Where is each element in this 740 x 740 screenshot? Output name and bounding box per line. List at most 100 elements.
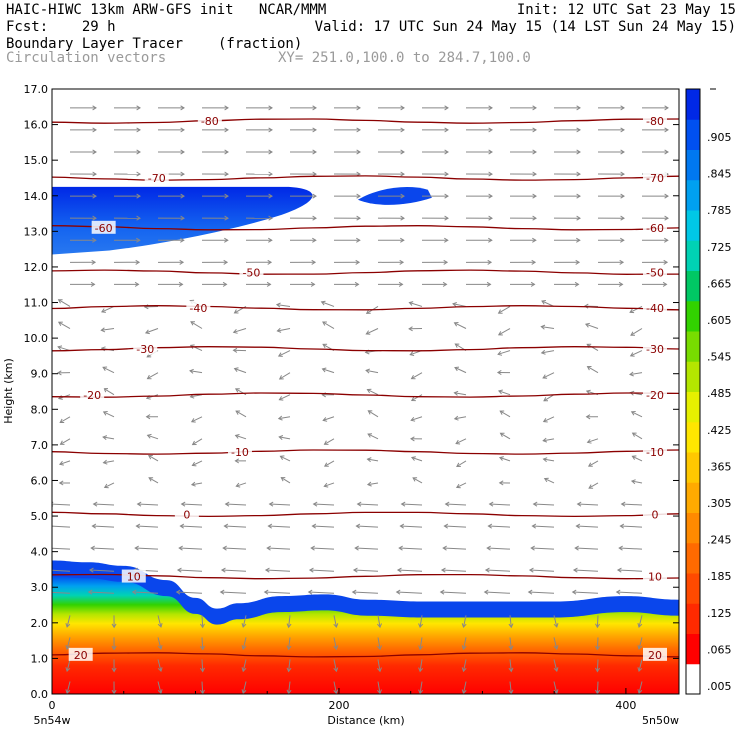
vector-arrow-head: [483, 589, 489, 595]
vector-arrow-head: [532, 215, 537, 221]
vector-arrow: [638, 637, 643, 650]
vector-arrow: [632, 432, 643, 440]
vector-arrow-head: [453, 322, 459, 327]
vector-arrow-head: [157, 645, 163, 650]
vector-arrow-head: [312, 215, 317, 221]
vector-arrow: [543, 394, 555, 402]
vector-arrow-head: [576, 105, 581, 111]
vector-arrow: [191, 482, 203, 486]
vector-arrow-head: [279, 455, 285, 460]
vector-arrow-head: [179, 523, 185, 529]
colorbar-label: .305: [707, 497, 732, 510]
vector-arrow-head: [91, 259, 97, 265]
vector-arrow-head: [190, 481, 196, 487]
vector-arrow-head: [312, 149, 317, 155]
isotherm-label: 0: [652, 508, 659, 521]
vector-arrow: [333, 637, 337, 650]
vector-arrow: [201, 681, 204, 694]
vector-arrow-head: [157, 689, 163, 694]
vector-arrow-head: [444, 193, 449, 199]
vector-arrow: [192, 438, 203, 446]
vector-arrow: [409, 302, 423, 307]
isotherm-label-bg: [643, 341, 667, 355]
vector-arrow-head: [136, 501, 142, 507]
vector-arrow-head: [620, 501, 626, 507]
vector-arrow: [201, 659, 204, 672]
vector-arrow-head: [418, 689, 424, 694]
colorbar-segment: [686, 633, 700, 665]
vector-arrow-head: [532, 127, 537, 133]
vector-arrow-head: [322, 417, 328, 422]
vector-arrow: [463, 659, 467, 672]
vector-arrow: [180, 525, 203, 528]
vector-arrow: [321, 301, 335, 307]
vector-arrow: [419, 615, 423, 628]
vector-arrow-head: [637, 689, 643, 694]
vector-arrow-head: [532, 193, 537, 199]
vector-arrow: [553, 681, 558, 694]
vector-arrow-head: [588, 484, 594, 489]
vector-arrow-head: [400, 127, 405, 133]
vector-arrow: [224, 525, 247, 528]
vector-arrow-head: [574, 545, 579, 551]
vector-arrow: [411, 372, 423, 380]
vector-arrow: [543, 438, 555, 442]
vector-arrow: [132, 591, 159, 594]
vector-arrow: [59, 460, 71, 465]
y-tick-label: 14.0: [24, 190, 49, 203]
vector-arrow: [631, 480, 643, 484]
vector-arrow: [456, 460, 467, 467]
vector-arrow-head: [530, 545, 535, 551]
vector-arrow-head: [440, 567, 446, 573]
vector-arrow-head: [586, 366, 592, 371]
vector-arrow: [312, 525, 335, 528]
y-tick-label: 4.0: [31, 546, 49, 559]
vector-arrow-head: [630, 331, 635, 336]
isotherm-line: [52, 269, 679, 275]
vector-arrow-head: [136, 215, 141, 221]
vector-arrow-head: [366, 457, 372, 463]
vector-arrow: [103, 460, 115, 464]
vector-arrow-head: [400, 501, 406, 507]
vector-arrow-head: [400, 171, 405, 177]
vector-arrow-head: [180, 215, 185, 221]
vector-arrow-head: [662, 281, 668, 287]
vector-arrow-head: [175, 589, 181, 595]
vector-arrow: [629, 305, 643, 313]
vector-arrow-head: [595, 667, 601, 673]
isotherm-label: -30: [136, 343, 154, 356]
vector-arrow: [620, 525, 643, 528]
vector-arrow-head: [90, 281, 96, 287]
vector-arrow: [101, 328, 115, 331]
vector-arrow-head: [178, 281, 184, 287]
vector-arrow-head: [224, 237, 229, 243]
vector-arrow-head: [88, 567, 94, 573]
vector-arrow-head: [508, 667, 514, 673]
vector-arrow-head: [92, 501, 98, 507]
vector-arrow-head: [408, 301, 414, 306]
vector-arrow-head: [365, 368, 370, 374]
vector-arrow-head: [496, 369, 502, 376]
vector-arrow-head: [418, 645, 424, 651]
vector-arrow-head: [92, 215, 97, 221]
vector-arrow-head: [90, 545, 95, 551]
vector-arrow: [311, 547, 335, 550]
vector-arrow: [463, 681, 467, 694]
vector-arrow: [136, 525, 159, 528]
vector-arrow: [281, 477, 291, 484]
vector-arrow-head: [488, 105, 493, 111]
vector-arrow-head: [553, 645, 559, 651]
vector-arrow-head: [497, 350, 503, 356]
vector-arrow: [265, 569, 291, 572]
vector-arrow-head: [333, 623, 339, 629]
isotherm-label-bg: [121, 569, 146, 583]
vector-arrow: [588, 460, 599, 467]
vector-arrow: [103, 388, 115, 396]
vector-arrow: [201, 615, 204, 628]
vector-arrow: [617, 569, 643, 572]
vector-arrow-head: [352, 567, 358, 573]
vector-arrow-head: [488, 171, 493, 177]
vector-arrow: [400, 525, 423, 528]
vector-arrow: [234, 368, 247, 374]
